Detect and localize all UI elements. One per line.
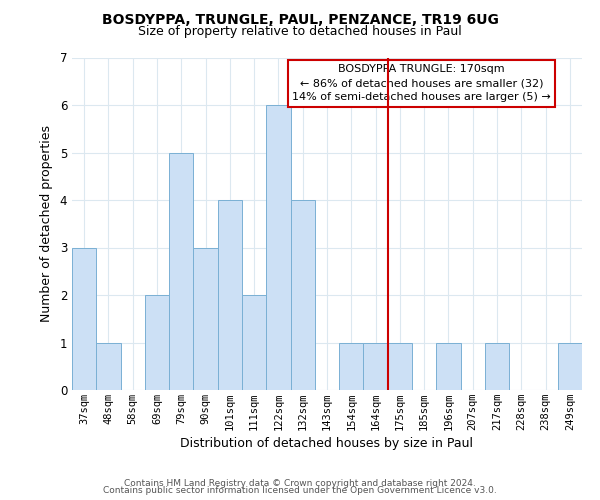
- Bar: [96, 342, 121, 390]
- Bar: [290, 200, 315, 390]
- Bar: [218, 200, 242, 390]
- Bar: [388, 342, 412, 390]
- Text: Contains public sector information licensed under the Open Government Licence v3: Contains public sector information licen…: [103, 486, 497, 495]
- Text: BOSDYPPA TRUNGLE: 170sqm
← 86% of detached houses are smaller (32)
14% of semi-d: BOSDYPPA TRUNGLE: 170sqm ← 86% of detach…: [292, 64, 551, 102]
- Bar: [364, 342, 388, 390]
- Y-axis label: Number of detached properties: Number of detached properties: [40, 125, 53, 322]
- Text: Contains HM Land Registry data © Crown copyright and database right 2024.: Contains HM Land Registry data © Crown c…: [124, 478, 476, 488]
- Bar: [242, 295, 266, 390]
- Text: BOSDYPPA, TRUNGLE, PAUL, PENZANCE, TR19 6UG: BOSDYPPA, TRUNGLE, PAUL, PENZANCE, TR19 …: [101, 12, 499, 26]
- Bar: [558, 342, 582, 390]
- Bar: [436, 342, 461, 390]
- Bar: [339, 342, 364, 390]
- Bar: [72, 248, 96, 390]
- Bar: [485, 342, 509, 390]
- Bar: [169, 152, 193, 390]
- X-axis label: Distribution of detached houses by size in Paul: Distribution of detached houses by size …: [181, 437, 473, 450]
- Bar: [193, 248, 218, 390]
- Text: Size of property relative to detached houses in Paul: Size of property relative to detached ho…: [138, 25, 462, 38]
- Bar: [145, 295, 169, 390]
- Bar: [266, 105, 290, 390]
